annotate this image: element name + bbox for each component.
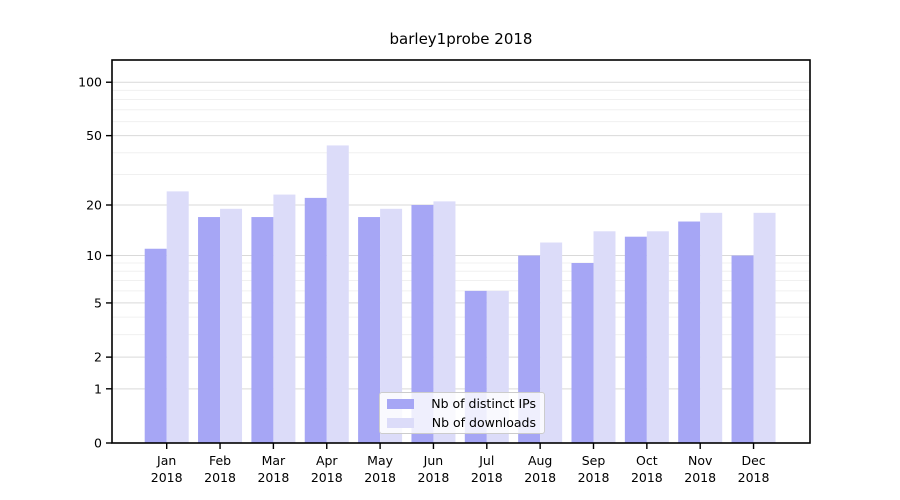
legend: Nb of distinct IPs Nb of downloads (379, 392, 545, 434)
y-tick-label: 10 (86, 248, 102, 263)
bar-ips-mar (251, 217, 274, 443)
x-tick-label-month: Nov (688, 453, 713, 468)
x-tick-label-month: Jul (478, 453, 494, 468)
x-tick-label-month: Sep (582, 453, 606, 468)
bar-downloads-sep (593, 231, 616, 443)
bar-ips-apr (304, 197, 327, 443)
bar-ips-dec (731, 255, 754, 443)
y-tick-label: 100 (78, 75, 102, 90)
bar-downloads-jan (166, 191, 189, 443)
x-tick-label-month: Jun (423, 453, 444, 468)
x-tick-label-year: 2018 (257, 470, 289, 485)
bar-downloads-nov (700, 212, 723, 443)
x-tick-label-year: 2018 (738, 470, 770, 485)
y-tick-label: 50 (86, 128, 102, 143)
bar-downloads-aug (540, 242, 563, 443)
y-tick-label: 1 (94, 381, 102, 396)
x-tick-label-year: 2018 (524, 470, 556, 485)
bar-ips-feb (198, 217, 221, 443)
x-tick-label-month: Oct (636, 453, 658, 468)
bar-ips-jun (411, 205, 434, 443)
legend-label: Nb of distinct IPs (431, 396, 536, 411)
x-tick-label-month: Apr (316, 453, 338, 468)
bar-downloads-dec (753, 212, 776, 443)
bar-ips-may (358, 217, 381, 443)
x-tick-label-year: 2018 (364, 470, 396, 485)
bar-ips-jan (144, 248, 167, 443)
x-tick-label-month: May (367, 453, 393, 468)
chart-title: barley1probe 2018 (389, 30, 533, 48)
bar-ips-sep (571, 263, 594, 443)
x-tick-label-year: 2018 (684, 470, 716, 485)
bar-downloads-apr (326, 145, 349, 443)
y-tick-label: 0 (94, 436, 102, 451)
bar-downloads-oct (646, 231, 669, 443)
x-tick-label-year: 2018 (151, 470, 183, 485)
x-tick-label-year: 2018 (204, 470, 236, 485)
x-tick-label-year: 2018 (418, 470, 450, 485)
x-tick-label-month: Mar (262, 453, 286, 468)
x-tick-label-month: Jan (156, 453, 176, 468)
bar-ips-nov (678, 221, 701, 443)
x-tick-label-month: Dec (741, 453, 765, 468)
y-tick-label: 20 (86, 198, 102, 213)
legend-item-distinct-ips: Nb of distinct IPs (387, 396, 536, 411)
plot-frame (111, 59, 811, 444)
legend-label: Nb of downloads (431, 415, 536, 430)
y-tick-label: 5 (94, 295, 102, 310)
bar-downloads-feb (220, 208, 243, 443)
x-tick-label-month: Aug (528, 453, 552, 468)
x-tick-label-year: 2018 (578, 470, 610, 485)
y-tick-label: 2 (94, 350, 102, 365)
x-tick-label-year: 2018 (471, 470, 503, 485)
bar-downloads-jun (433, 201, 456, 443)
ips-series-swatch (387, 398, 414, 409)
bar-downloads-may (380, 208, 403, 443)
x-tick-label-month: Feb (209, 453, 231, 468)
legend-item-downloads: Nb of downloads (387, 415, 536, 430)
x-tick-label-year: 2018 (311, 470, 343, 485)
x-tick-label-year: 2018 (631, 470, 663, 485)
downloads-series-swatch (387, 417, 414, 428)
bar-downloads-mar (273, 194, 296, 443)
bar-ips-oct (624, 236, 647, 443)
